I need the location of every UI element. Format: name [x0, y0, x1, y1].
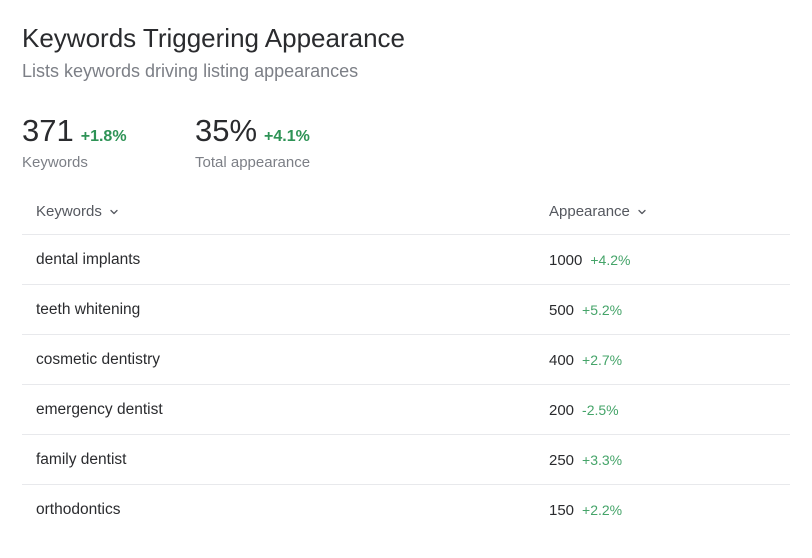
appearance-change: +4.2%: [590, 252, 631, 268]
appearance-value: 1000: [549, 252, 583, 269]
keywords-table: Keywords Appearance dental implants 1000…: [22, 190, 790, 534]
chevron-down-icon: [110, 209, 118, 215]
keyword-cell: cosmetic dentistry: [36, 351, 161, 368]
appearance-change: +5.2%: [582, 302, 623, 318]
appearance-cell: 200 -2.5%: [549, 400, 619, 421]
card-title: Keywords Triggering Appearance: [22, 23, 406, 53]
keywords-card: Keywords Triggering Appearance Lists key…: [22, 0, 790, 558]
appearance-value: 500: [549, 302, 575, 319]
appearance-cell: 500 +5.2%: [549, 300, 622, 321]
column-header-appearance[interactable]: Appearance: [549, 202, 647, 222]
table-row: cosmetic dentistry 400 +2.7%: [22, 335, 790, 385]
appearance-cell: 150 +2.2%: [549, 500, 622, 521]
chevron-down-icon: [638, 209, 646, 215]
appearance-change: -2.5%: [582, 402, 619, 418]
metric-label: Keywords: [22, 154, 88, 171]
appearance-value: 400: [549, 352, 575, 369]
table-row: emergency dentist 200 -2.5%: [22, 385, 790, 435]
table-row: orthodontics 150 +2.2%: [22, 485, 790, 534]
appearance-value: 200: [549, 402, 575, 419]
appearance-change: +2.7%: [582, 352, 623, 368]
appearance-cell: 400 +2.7%: [549, 350, 622, 371]
keyword-cell: teeth whitening: [36, 301, 141, 318]
card-subtitle: Lists keywords driving listing appearanc…: [22, 61, 359, 81]
appearance-cell: 250 +3.3%: [549, 450, 622, 471]
metric-keywords: 371 +1.8% Keywords: [22, 112, 127, 173]
table-row: family dentist 250 +3.3%: [22, 435, 790, 485]
table-row: teeth whitening 500 +5.2%: [22, 285, 790, 335]
appearance-change: +2.2%: [582, 502, 623, 518]
metric-total-appearance: 35% +4.1% Total appearance: [195, 112, 310, 173]
metric-value: 371: [22, 113, 74, 148]
keyword-cell: family dentist: [36, 451, 127, 468]
keyword-cell: emergency dentist: [36, 401, 163, 418]
appearance-change: +3.3%: [582, 452, 623, 468]
metric-change: +4.1%: [264, 128, 310, 145]
metric-value: 35%: [195, 113, 258, 148]
column-header-keywords[interactable]: Keywords: [36, 202, 119, 222]
appearance-value: 150: [549, 502, 575, 519]
keyword-cell: orthodontics: [36, 501, 121, 518]
table-header: Keywords Appearance: [22, 190, 790, 235]
column-header-label: Keywords: [36, 203, 102, 220]
appearance-cell: 1000 +4.2%: [549, 250, 630, 271]
appearance-value: 250: [549, 452, 575, 469]
metric-label: Total appearance: [195, 154, 311, 171]
table-row: dental implants 1000 +4.2%: [22, 235, 790, 285]
keyword-cell: dental implants: [36, 251, 141, 268]
metric-change: +1.8%: [80, 128, 127, 145]
column-header-label: Appearance: [549, 203, 630, 220]
